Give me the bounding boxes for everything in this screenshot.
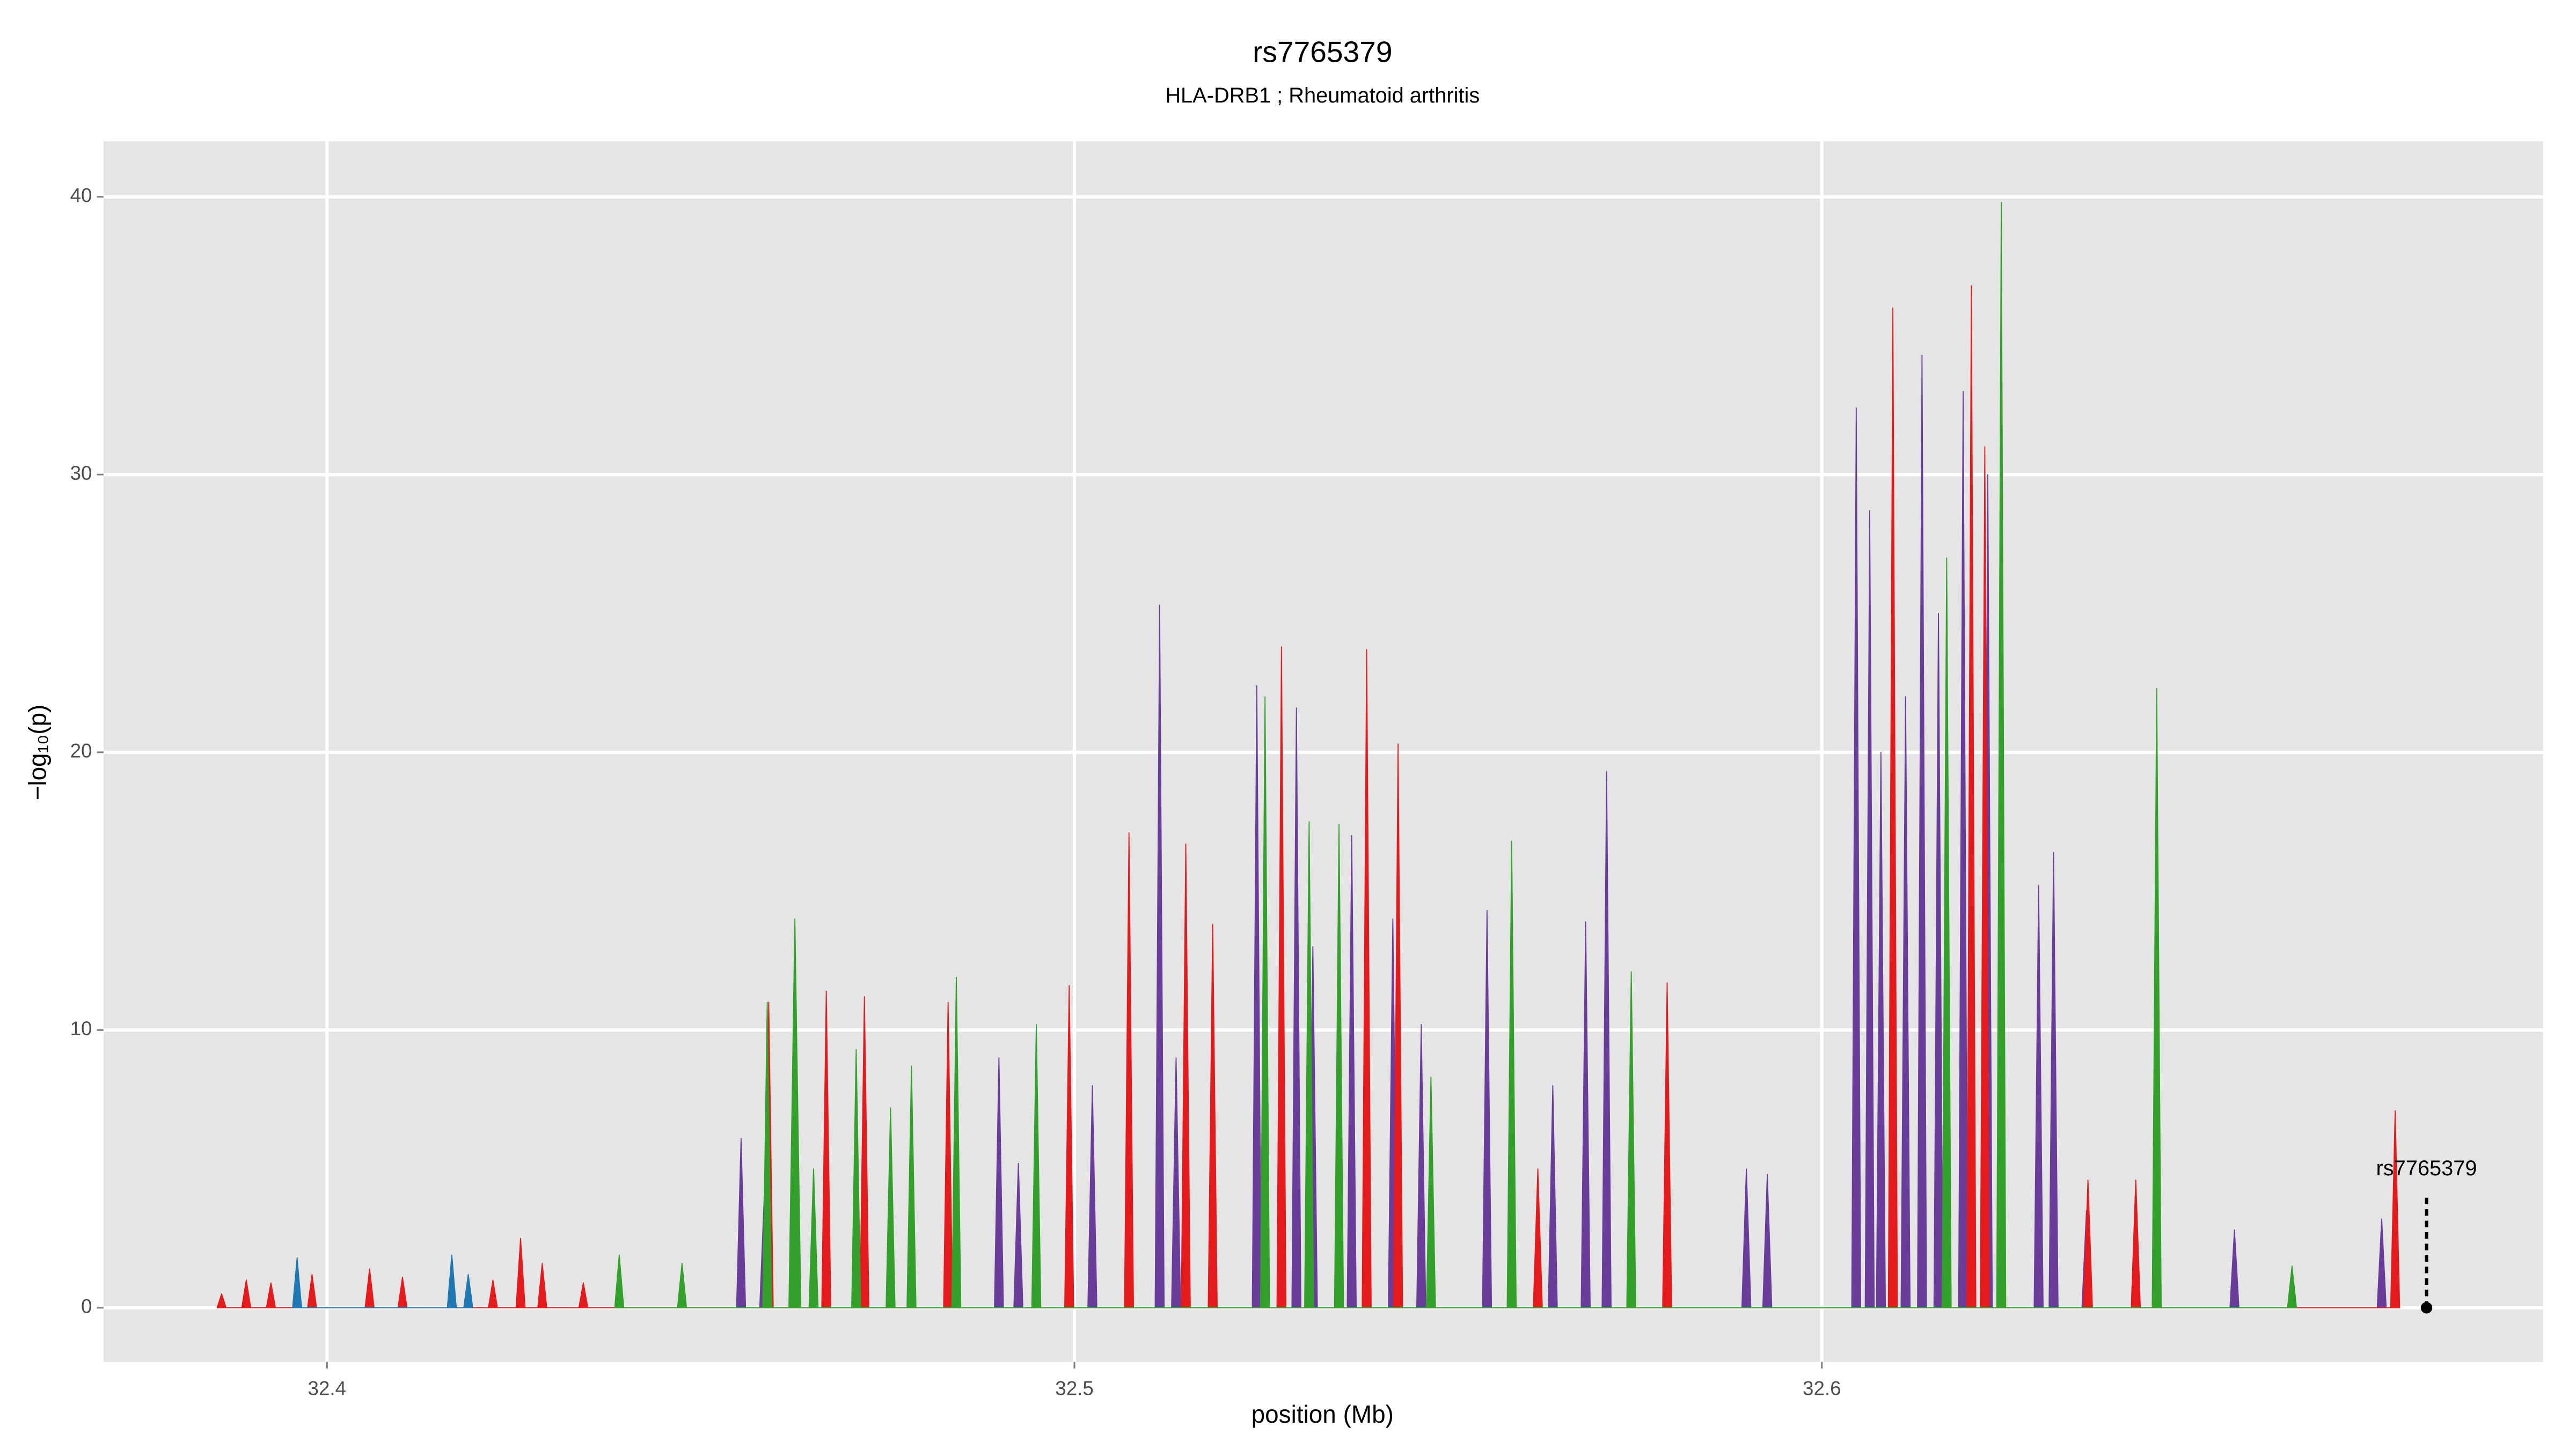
x-axis-label: position (Mb) <box>1252 1400 1394 1428</box>
x-tick-label: 32.6 <box>1803 1377 1841 1399</box>
plot-area <box>216 202 2401 1308</box>
chart-subtitle: HLA-DRB1 ; Rheumatoid arthritis <box>1165 84 1480 107</box>
y-axis-label: −log₁₀(p) <box>24 705 52 801</box>
axis-labels: 0 10 20 30 40 32.4 32.5 32.6 rs7765379 <box>70 184 2477 1399</box>
annotation-label: rs7765379 <box>2376 1157 2477 1180</box>
chart-title: rs7765379 <box>1253 35 1392 69</box>
area <box>292 1254 473 1308</box>
y-tick-label: 10 <box>70 1018 92 1040</box>
x-tick-label: 32.5 <box>1055 1377 1093 1399</box>
y-tick-label: 30 <box>70 462 92 484</box>
x-tick-label: 32.4 <box>308 1377 346 1399</box>
y-tick-label: 40 <box>70 184 92 206</box>
y-tick-label: 0 <box>81 1296 92 1318</box>
area <box>736 354 2387 1308</box>
area <box>614 202 2297 1308</box>
annotation-point <box>2420 1302 2433 1314</box>
y-tick-label: 20 <box>70 740 92 762</box>
